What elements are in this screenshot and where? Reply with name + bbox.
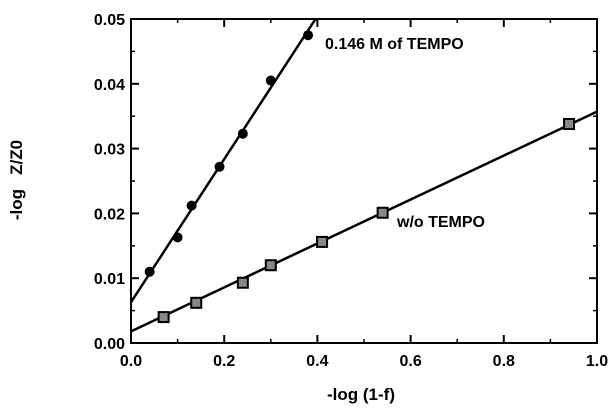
data-point xyxy=(376,206,389,219)
data-point xyxy=(214,161,225,172)
data-point xyxy=(264,259,277,272)
plot-area: 0.0 0.2 0.4 0.6 0.8 1.0 0.00 0.01 0.02 0.03 0.04 0.… xyxy=(94,12,608,370)
x-tick-label: 0.2 xyxy=(213,353,235,370)
y-tick-label: 0.03 xyxy=(94,142,125,159)
x-axis-label: -log (1-f) xyxy=(327,385,395,404)
fit-line xyxy=(131,19,317,303)
data-point xyxy=(190,296,203,309)
data-point xyxy=(303,30,314,41)
y-tick-label: 0.02 xyxy=(94,206,125,223)
data-point xyxy=(563,117,576,130)
series-label-no-tempo: w/o TEMPO xyxy=(396,214,485,231)
data-point xyxy=(236,276,249,289)
x-tick-label: 0.4 xyxy=(306,353,328,370)
y-axis-label: -log Z/Z0 xyxy=(7,140,26,220)
x-tick-label: 1.0 xyxy=(586,353,608,370)
x-tick-label: 0.6 xyxy=(399,353,421,370)
y-tick-label: 0.04 xyxy=(94,77,125,94)
data-point xyxy=(157,311,170,324)
data-point xyxy=(316,235,329,248)
data-point xyxy=(237,128,248,139)
series-label-tempo: 0.146 M of TEMPO xyxy=(325,36,464,53)
data-point xyxy=(186,200,197,211)
y-tick-label: 0.00 xyxy=(94,336,125,353)
y-tick-label: 0.05 xyxy=(94,12,125,29)
data-point xyxy=(265,75,276,86)
data-point xyxy=(172,232,183,243)
x-tick-label: 0.8 xyxy=(493,353,515,370)
x-tick-label: 0.0 xyxy=(120,353,142,370)
fit-line xyxy=(131,110,597,333)
plot-frame xyxy=(130,18,598,344)
y-tick-label: 0.01 xyxy=(94,271,125,288)
data-point xyxy=(144,266,155,277)
